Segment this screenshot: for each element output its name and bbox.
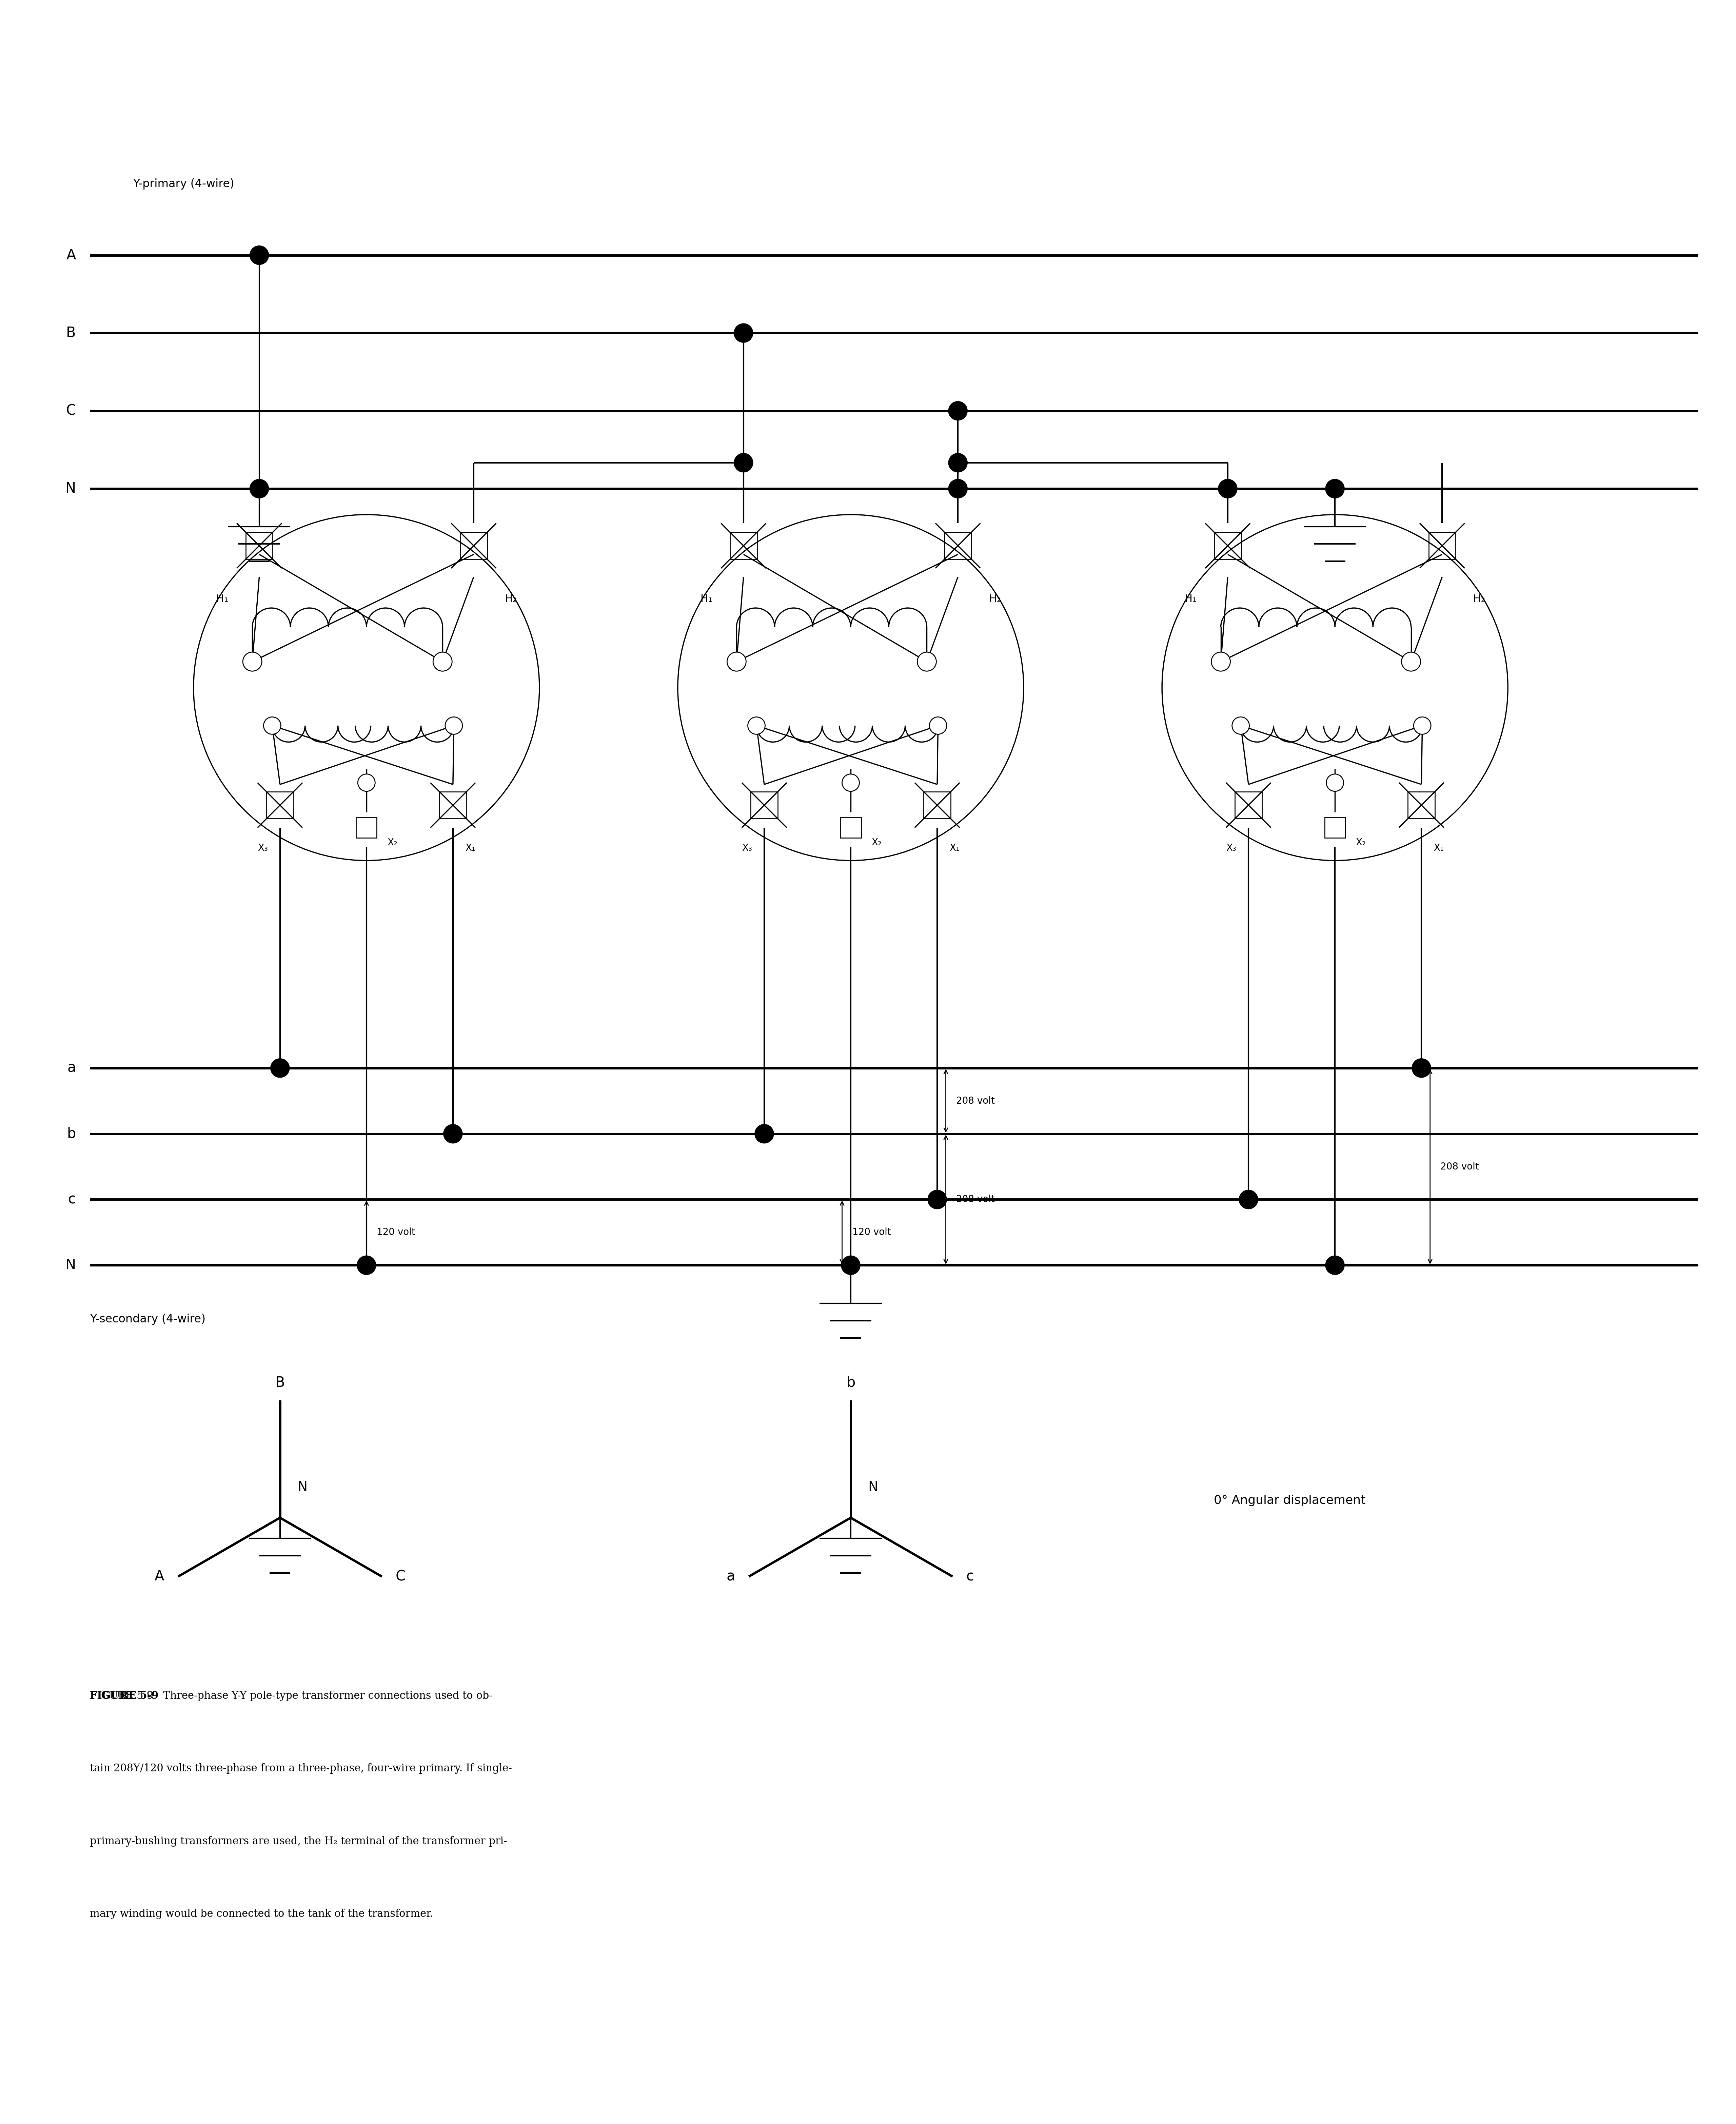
Bar	[840, 818, 861, 839]
Circle shape	[1326, 773, 1344, 792]
Text: FIGURE 5-9   Three-phase Y-Y pole-type transformer connections used to ob-: FIGURE 5-9 Three-phase Y-Y pole-type tra…	[90, 1691, 493, 1701]
Circle shape	[1212, 652, 1231, 671]
Circle shape	[734, 323, 753, 342]
Text: X₃: X₃	[1226, 843, 1236, 852]
Circle shape	[1411, 1058, 1430, 1077]
Text: H₁: H₁	[217, 595, 227, 603]
Text: a: a	[68, 1060, 76, 1075]
Circle shape	[948, 480, 967, 499]
Circle shape	[264, 718, 281, 735]
Text: X₂: X₂	[1356, 839, 1366, 847]
Text: 208 volt: 208 volt	[957, 1096, 995, 1107]
Text: X₁: X₁	[1434, 843, 1444, 852]
Circle shape	[243, 652, 262, 671]
Text: A: A	[155, 1570, 165, 1585]
Text: H₂: H₂	[505, 595, 517, 603]
Circle shape	[948, 452, 967, 472]
Text: 208 volt: 208 volt	[957, 1194, 995, 1204]
Text: H₂: H₂	[1474, 595, 1486, 603]
Circle shape	[443, 1124, 462, 1143]
Text: Y-secondary (4-wire): Y-secondary (4-wire)	[90, 1313, 205, 1325]
Text: 120 volt: 120 volt	[852, 1228, 891, 1236]
Circle shape	[271, 1058, 290, 1077]
Text: Y-primary (4-wire): Y-primary (4-wire)	[134, 178, 234, 189]
Circle shape	[1219, 480, 1238, 499]
Circle shape	[727, 652, 746, 671]
Text: C: C	[396, 1570, 406, 1585]
Circle shape	[250, 480, 269, 499]
Text: B: B	[274, 1376, 285, 1389]
Bar	[356, 818, 377, 839]
Text: a: a	[726, 1570, 734, 1585]
Text: X₃: X₃	[741, 843, 752, 852]
Text: B: B	[66, 325, 76, 340]
Circle shape	[250, 246, 269, 266]
Circle shape	[358, 773, 375, 792]
Circle shape	[1401, 652, 1420, 671]
Text: X₂: X₂	[871, 839, 882, 847]
Text: mary winding would be connected to the tank of the transformer.: mary winding would be connected to the t…	[90, 1909, 434, 1920]
Text: X₁: X₁	[950, 843, 960, 852]
Text: C: C	[66, 404, 76, 418]
Text: N: N	[66, 1257, 76, 1272]
Circle shape	[917, 652, 936, 671]
Text: tain 208Y/120 volts three-phase from a three-phase, four-wire primary. If single: tain 208Y/120 volts three-phase from a t…	[90, 1763, 512, 1774]
Circle shape	[1325, 1255, 1344, 1274]
Circle shape	[1240, 1189, 1259, 1209]
Text: c: c	[967, 1570, 974, 1585]
Text: b: b	[68, 1126, 76, 1141]
Circle shape	[748, 718, 766, 735]
Circle shape	[1233, 718, 1250, 735]
Circle shape	[929, 718, 946, 735]
Text: 0° Angular displacement: 0° Angular displacement	[1213, 1495, 1366, 1506]
Text: 120 volt: 120 volt	[377, 1228, 415, 1236]
Text: c: c	[68, 1192, 76, 1206]
Text: X₃: X₃	[257, 843, 267, 852]
Circle shape	[1413, 718, 1430, 735]
Text: A: A	[66, 249, 76, 261]
Text: N: N	[66, 482, 76, 495]
Circle shape	[927, 1189, 946, 1209]
Circle shape	[432, 652, 451, 671]
Text: N: N	[297, 1480, 307, 1493]
Circle shape	[755, 1124, 774, 1143]
Text: X₂: X₂	[387, 839, 398, 847]
Circle shape	[1325, 480, 1344, 499]
Text: H₁: H₁	[1184, 595, 1196, 603]
Text: H₁: H₁	[700, 595, 712, 603]
Circle shape	[444, 718, 462, 735]
Text: b: b	[845, 1376, 856, 1389]
Text: X₁: X₁	[465, 843, 476, 852]
Circle shape	[734, 452, 753, 472]
Circle shape	[358, 1255, 377, 1274]
Circle shape	[948, 401, 967, 421]
Bar	[1325, 818, 1345, 839]
Text: N: N	[868, 1480, 878, 1493]
Text: FIGURE 5-9: FIGURE 5-9	[90, 1691, 158, 1701]
Text: 208 volt: 208 volt	[1441, 1162, 1479, 1170]
Text: primary-bushing transformers are used, the H₂ terminal of the transformer pri-: primary-bushing transformers are used, t…	[90, 1835, 507, 1846]
Circle shape	[842, 773, 859, 792]
Text: H₂: H₂	[990, 595, 1002, 603]
Circle shape	[842, 1255, 861, 1274]
